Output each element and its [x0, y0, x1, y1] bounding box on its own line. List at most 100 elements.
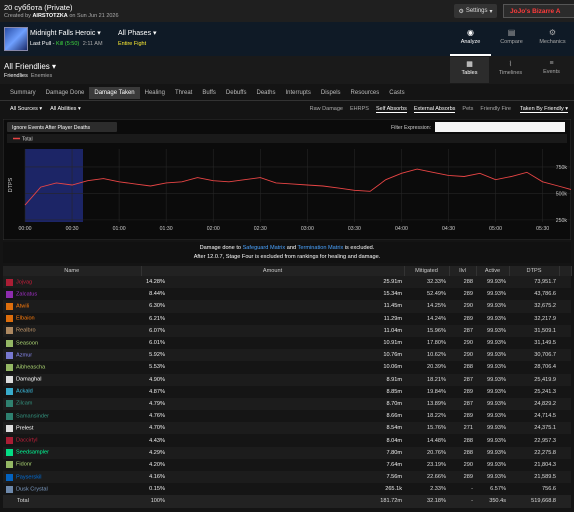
table-row[interactable]: Jojvag 14.28% 25.91m 32.33% 288 99.93% 73,951.…	[3, 276, 571, 289]
amount-wrap: 14.28% 25.91m	[141, 276, 404, 288]
table-row[interactable]: Elbaion 6.21% 11.29m 14.24% 289 99.93% 32,217.…	[3, 312, 571, 325]
column-header[interactable]: Active	[476, 266, 510, 276]
ignore-deaths-button[interactable]	[7, 122, 117, 132]
tab[interactable]: Deaths	[256, 89, 276, 96]
table-row[interactable]: Damaghal 4.90% 8.91m 18.21% 287 99.93% 25,419.…	[3, 373, 571, 386]
table-row[interactable]: Zalcatus 8.44% 15.34m 52.49% 289 99.93% 43,786…	[3, 288, 571, 301]
player-name[interactable]: Azmur	[16, 352, 33, 359]
mitigated: 52.49%	[404, 288, 449, 301]
spacer	[559, 300, 571, 313]
player-name[interactable]: Fidonr	[16, 461, 32, 468]
taken-by-select[interactable]: Taken By Friendly ▾	[519, 105, 568, 113]
player-name[interactable]: Zalcatus	[16, 291, 38, 298]
percent: 5.53%	[149, 364, 165, 371]
table-row[interactable]: Zilcam 4.79% 8.70m 13.89% 287 99.93% 24,829.2	[3, 397, 571, 411]
source-filter[interactable]: All Abilities ▾	[50, 106, 81, 112]
player-name[interactable]: Dusk Crystal	[16, 486, 48, 493]
player-name[interactable]: Ackald	[16, 388, 33, 395]
option-toggle[interactable]: External Absorbs	[413, 105, 456, 113]
notice-target[interactable]: Safeguard Matrix	[242, 245, 286, 251]
tab[interactable]: Resources	[350, 89, 380, 96]
player-name[interactable]: Seasoon	[16, 340, 39, 347]
report-tag[interactable]: JoJo's Bizarre A	[503, 4, 574, 18]
notice-target[interactable]: Termination Matrix	[297, 245, 344, 251]
player-name[interactable]: Damaghal	[16, 376, 42, 383]
player-name[interactable]: Jojvag	[16, 279, 33, 286]
amount-cell: 4.90% 8.91m	[141, 373, 404, 386]
table-row[interactable]: Fidonr 4.20% 7.64m 23.19% 290 99.93% 21,804.3	[3, 458, 571, 471]
tab[interactable]: Casts	[389, 89, 405, 96]
player-name[interactable]: Realbro	[16, 327, 36, 334]
player-name[interactable]: Elbaion	[16, 315, 35, 322]
table-row[interactable]: Daccirtyl 4.43% 8.04m 14.48% 288 99.93% 22,957…	[3, 434, 571, 447]
column-header[interactable]: DTPS	[509, 266, 560, 276]
amount: 8.04m	[386, 437, 402, 444]
table-row[interactable]: Atwili 6.30% 11.45m 14.25% 290 99.93% 32,675.2	[3, 300, 571, 313]
table-row[interactable]: Aibheascha 5.53% 10.06m 20.39% 288 99.93% 28,7…	[3, 361, 571, 374]
view-tab[interactable]: ◉ Analyze	[450, 22, 491, 56]
column-header[interactable]: Mitigated	[404, 266, 450, 276]
tab[interactable]: Debuffs	[225, 89, 247, 96]
player-name[interactable]: Daccirtyl	[16, 437, 38, 444]
settings-button[interactable]: ⚙ Settings ▾	[454, 4, 497, 18]
display-tab[interactable]: ⌇ Timelines	[491, 57, 530, 83]
tab[interactable]: Buffs	[202, 89, 216, 96]
table-row[interactable]: Azmur 5.92% 10.76m 10.62% 290 99.93% 30,706.7	[3, 349, 571, 362]
player-name[interactable]: Payserskil	[16, 474, 42, 481]
option-toggle[interactable]: EHRPS	[349, 106, 369, 112]
mitigated: 18.22%	[404, 410, 449, 423]
display-tab[interactable]: ▦ Tables	[450, 57, 489, 83]
player-name[interactable]: Atwili	[16, 303, 30, 310]
column-header[interactable]: Name	[3, 266, 142, 276]
created-prefix: Created by	[4, 13, 31, 19]
option-toggle[interactable]: Raw Damage	[309, 106, 343, 112]
name-cell: Dusk Crystal	[3, 483, 141, 496]
phase-select[interactable]: All Phases ▾	[118, 30, 157, 37]
filter-input[interactable]	[435, 122, 565, 132]
friendlies-option[interactable]: Enemies	[30, 73, 53, 79]
column-header[interactable]: Amount	[141, 266, 405, 276]
tab[interactable]: Dispels	[320, 89, 341, 96]
mitigated: 20.39%	[404, 361, 449, 374]
dtps: 32,217.9	[509, 312, 559, 325]
tab[interactable]: Damage Done	[45, 89, 85, 96]
display-tab[interactable]: ≡ Events	[532, 57, 571, 83]
player-name[interactable]: Seedsampler	[16, 449, 49, 456]
friendlies-option[interactable]: Friendlies	[4, 73, 28, 79]
tab[interactable]: Healing	[144, 89, 165, 96]
amount-cell: 0.15% 265.1k	[141, 483, 404, 496]
author[interactable]: AIRSTOTZKA	[32, 13, 68, 19]
option-toggle[interactable]: Pets	[462, 106, 474, 112]
table-row[interactable]: Samansinder 4.76% 8.66m 18.22% 289 99.93% 24,7…	[3, 410, 571, 423]
table-row[interactable]: Payserskil 4.16% 7.56m 22.66% 289 99.93% 21,58…	[3, 471, 571, 484]
table-row[interactable]: Seasoon 6.01% 10.91m 17.80% 290 99.93% 31,149.…	[3, 336, 571, 350]
tab[interactable]: Summary	[10, 89, 36, 96]
table-row[interactable]: Realbro 6.07% 11.04m 15.96% 287 99.93% 31,509.…	[3, 324, 571, 337]
table-row[interactable]: Ackald 4.87% 8.85m 19.84% 289 99.93% 25,241.3	[3, 385, 571, 398]
total-mitigated: 32.18%	[427, 498, 446, 505]
table-row[interactable]: Seedsampler 4.29% 7.80m 20.76% 288 99.93% 22,2…	[3, 446, 571, 459]
source-filter[interactable]: All Sources ▾	[10, 106, 43, 112]
report-meta: Created by AIRSTOTZKA on Sun Jun 21 2026	[4, 13, 119, 19]
tab[interactable]: Damage Taken	[89, 86, 140, 99]
display-tab-label: Events	[543, 69, 560, 75]
tab[interactable]: Interrupts	[285, 89, 311, 96]
option-toggle[interactable]: Friendly Fire	[480, 106, 511, 112]
table-row[interactable]: Prelest 4.70% 8.54m 15.76% 271 99.93% 24,375.1	[3, 422, 571, 435]
player-name[interactable]: Aibheascha	[16, 364, 46, 371]
friendlies-select[interactable]: All Friendlies ▾	[4, 62, 57, 71]
player-name[interactable]: Prelest	[16, 425, 34, 432]
friendlies-title: All Friendlies	[4, 62, 50, 71]
option-toggle[interactable]: Self Absorbs	[375, 105, 407, 113]
view-tab[interactable]: ⚙ Mechanics	[532, 22, 573, 56]
notice-joiner: and	[286, 245, 297, 251]
player-name[interactable]: Samansinder	[16, 413, 49, 420]
name-cell: Zilcam	[3, 397, 141, 411]
phase-text: All Phases	[118, 30, 152, 37]
column-header[interactable]: Ilvl	[449, 266, 477, 276]
view-tab[interactable]: ▤ Compare	[491, 22, 532, 56]
player-name[interactable]: Zilcam	[16, 400, 33, 407]
tab[interactable]: Threat	[174, 89, 193, 96]
table-row[interactable]: Dusk Crystal 0.15% 265.1k 2.33% -6.57% 756.6	[3, 483, 571, 496]
fight-name[interactable]: Midnight Falls Heroic ▾	[30, 30, 101, 37]
